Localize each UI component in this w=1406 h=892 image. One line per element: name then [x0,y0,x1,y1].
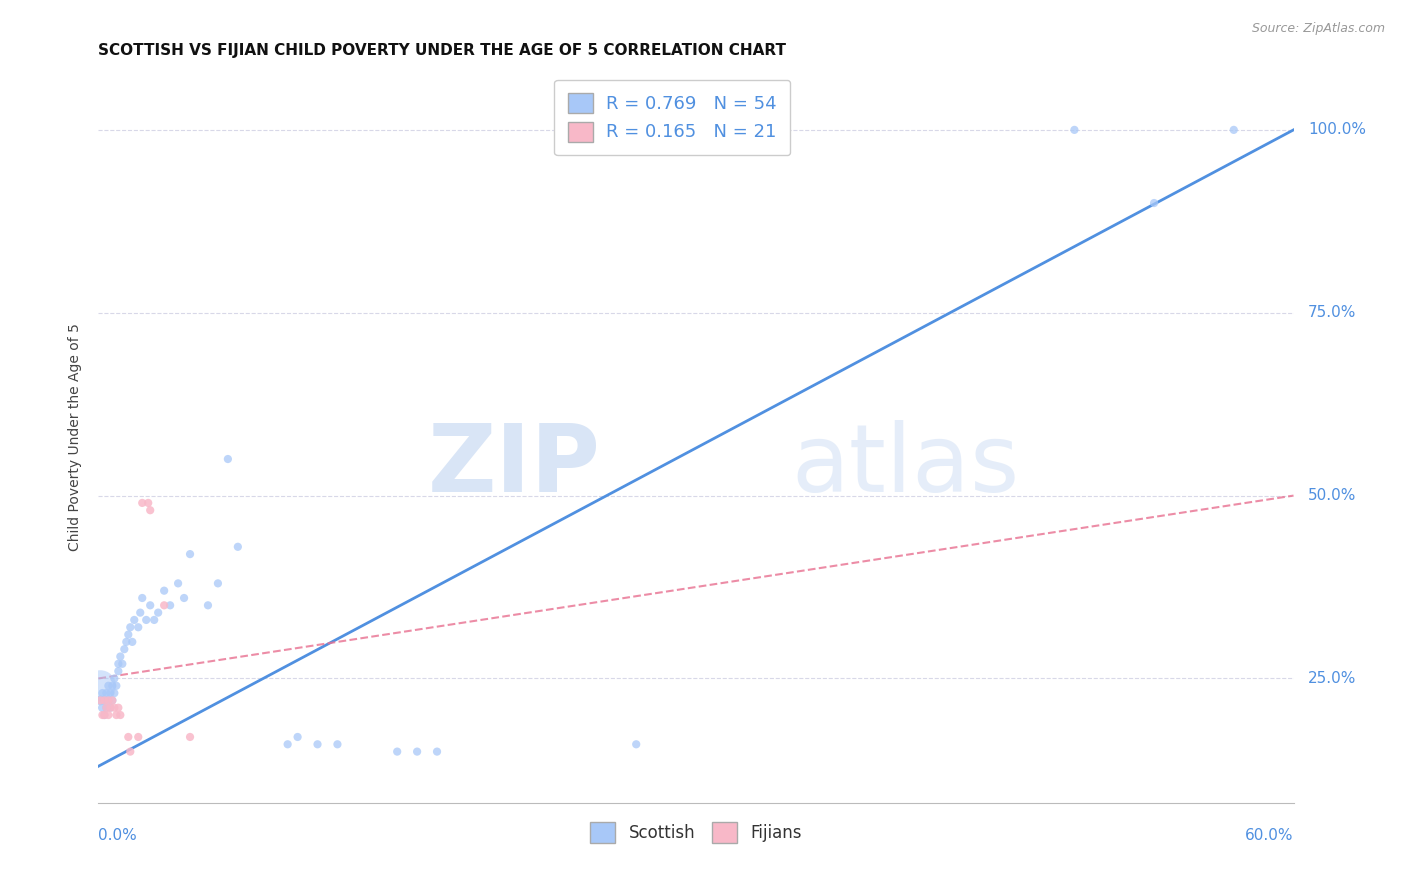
Point [127,730,149,744]
Point [127,620,149,634]
Y-axis label: Child Poverty Under the Age of 5: Child Poverty Under the Age of 5 [69,323,83,551]
Point [93,693,115,707]
Point [110,708,132,723]
Point [96,700,118,714]
Point [107,664,129,678]
Point [159,599,181,613]
Text: 50.0%: 50.0% [1308,488,1357,503]
Point [148,606,170,620]
Text: SCOTTISH VS FIJIAN CHILD POVERTY UNDER THE AGE OF 5 CORRELATION CHART: SCOTTISH VS FIJIAN CHILD POVERTY UNDER T… [98,43,786,58]
Point [217,452,239,467]
Point [97,693,120,707]
Point [105,708,128,723]
Point [97,708,120,723]
Point [111,657,134,671]
Text: Source: ZipAtlas.com: Source: ZipAtlas.com [1251,22,1385,36]
Point [89,693,111,707]
Point [93,693,115,707]
Point [136,496,159,510]
Point [385,745,409,759]
Point [131,496,153,510]
Point [143,613,166,627]
Point [101,679,124,693]
Point [105,679,128,693]
Point [426,745,449,759]
Point [91,708,114,723]
Point [326,737,349,751]
Point [745,123,768,137]
Point [89,679,111,693]
Point [1063,123,1085,137]
Point [117,730,139,744]
Point [173,591,195,605]
Point [120,620,142,634]
Point [98,700,122,714]
Point [167,576,190,591]
Point [1223,123,1246,137]
Point [307,737,329,751]
Point [179,547,201,561]
Point [117,627,139,641]
Point [103,700,125,714]
Point [135,613,157,627]
Point [97,679,120,693]
Point [103,672,125,686]
Text: 0.0%: 0.0% [98,829,138,844]
Point [179,730,201,744]
Point [115,635,138,649]
Point [110,649,132,664]
Point [93,708,115,723]
Point [96,700,118,714]
Legend: Scottish, Fijians: Scottish, Fijians [583,815,808,849]
Point [97,693,120,707]
Point [131,591,153,605]
Text: ZIP: ZIP [427,420,600,512]
Point [139,599,162,613]
Point [107,657,129,671]
Point [626,737,648,751]
Text: 75.0%: 75.0% [1308,305,1357,320]
Point [101,693,124,707]
Point [287,730,309,744]
Point [226,540,249,554]
Point [96,686,118,700]
Point [120,745,142,759]
Point [91,700,114,714]
Point [91,686,114,700]
Text: 60.0%: 60.0% [1246,829,1294,844]
Point [139,503,162,517]
Point [98,686,122,700]
Point [197,599,219,613]
Point [93,708,115,723]
Point [277,737,299,751]
Point [207,576,229,591]
Point [153,599,176,613]
Point [121,635,143,649]
Point [98,700,122,714]
Point [406,745,429,759]
Text: atlas: atlas [792,420,1019,512]
Point [129,606,152,620]
Text: 100.0%: 100.0% [1308,122,1365,137]
Point [112,642,135,657]
Point [153,583,176,598]
Point [103,686,125,700]
Point [89,693,111,707]
Text: 25.0%: 25.0% [1308,671,1357,686]
Point [124,613,146,627]
Point [107,700,129,714]
Point [101,693,124,707]
Point [1143,196,1166,211]
